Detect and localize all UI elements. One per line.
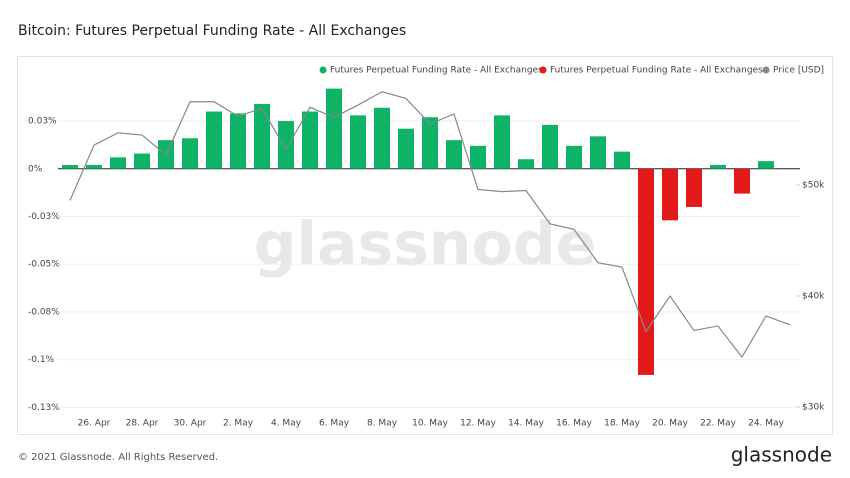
legend-label: Price [USD] [773, 66, 824, 76]
bar [638, 168, 654, 375]
y2-tick-label: $30k [802, 403, 825, 413]
bar [590, 136, 606, 169]
bar [614, 151, 630, 169]
frame [17, 56, 833, 435]
bar [110, 157, 126, 169]
bar [254, 103, 270, 169]
bar [62, 164, 78, 169]
bar [518, 159, 534, 169]
bar [662, 168, 678, 221]
bar [734, 168, 750, 194]
x-tick-label: 28. Apr [126, 419, 159, 429]
x-tick-label: 2. May [223, 419, 254, 429]
bar [710, 164, 726, 169]
y2-tick-label: $40k [802, 292, 825, 302]
bar [374, 107, 390, 169]
watermark: glassnode [253, 210, 596, 280]
bar [206, 111, 222, 169]
y2-tick-label: $50k [802, 180, 825, 190]
y-tick-label: 0% [28, 164, 43, 174]
bar [494, 115, 510, 169]
y-tick-label: -0.13% [28, 403, 60, 413]
chart-title: Bitcoin: Futures Perpetual Funding Rate … [18, 23, 406, 39]
legend-dot [762, 66, 770, 74]
bar [278, 121, 294, 169]
x-tick-label: 16. May [556, 419, 592, 429]
y-tick-label: -0.05% [28, 260, 60, 270]
legend-dot [539, 66, 547, 74]
bar [302, 111, 318, 169]
x-tick-label: 22. May [700, 419, 736, 429]
legend-label: Futures Perpetual Funding Rate - All Exc… [550, 66, 763, 76]
legend-label: Futures Perpetual Funding Rate - All Exc… [330, 66, 543, 76]
x-tick-label: 20. May [652, 419, 688, 429]
bar [86, 164, 102, 169]
bar [566, 145, 582, 169]
bar [230, 113, 246, 169]
y-tick-label: -0.1% [28, 355, 55, 365]
bar [398, 128, 414, 169]
bar [542, 124, 558, 169]
bar [134, 153, 150, 169]
x-tick-label: 10. May [412, 419, 448, 429]
bar [350, 115, 366, 169]
bar [446, 140, 462, 169]
y-tick-label: -0.03% [28, 212, 60, 222]
logo: glassnode [731, 443, 832, 467]
bar [470, 145, 486, 169]
y-tick-label: 0.03% [28, 117, 57, 127]
legend-dot [319, 66, 327, 74]
x-tick-label: 12. May [460, 419, 496, 429]
x-tick-label: 18. May [604, 419, 640, 429]
y-tick-label: -0.08% [28, 307, 60, 317]
x-tick-label: 30. Apr [174, 419, 207, 429]
bar [422, 117, 438, 169]
x-tick-label: 14. May [508, 419, 544, 429]
x-tick-label: 4. May [271, 419, 302, 429]
price-line [69, 91, 791, 359]
x-tick-label: 26. Apr [78, 419, 111, 429]
bar [182, 138, 198, 169]
x-tick-label: 8. May [367, 419, 398, 429]
x-tick-label: 6. May [319, 419, 350, 429]
bar [686, 168, 702, 207]
bar [326, 88, 342, 169]
bar [758, 161, 774, 169]
footer: © 2021 Glassnode. All Rights Reserved. [18, 452, 218, 463]
x-tick-label: 24. May [748, 419, 784, 429]
